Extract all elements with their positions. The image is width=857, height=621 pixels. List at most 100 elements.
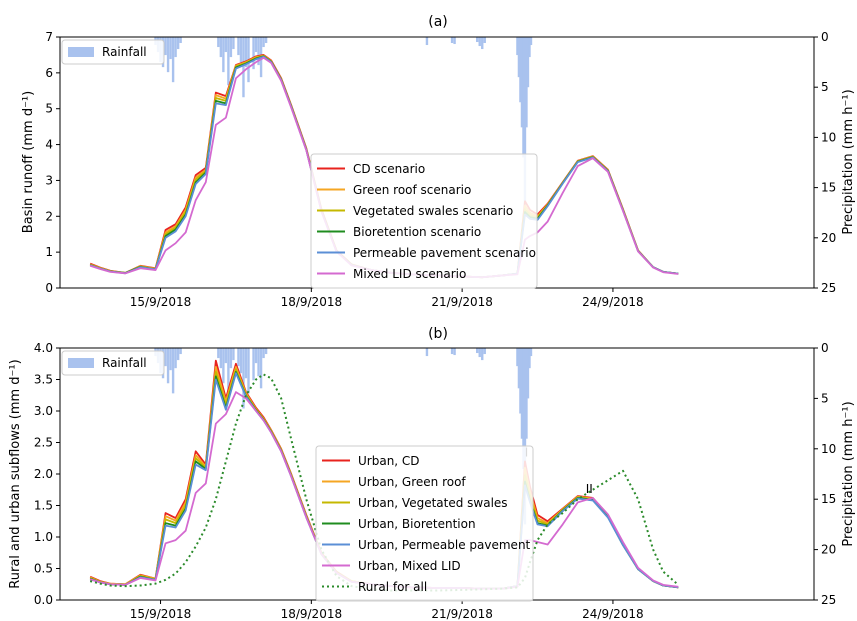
legend-label-1: Urban, CD (358, 454, 420, 468)
y-tick-label: 1 (45, 245, 53, 259)
legend-label-5: Urban, Permeable pavement (358, 538, 531, 552)
rainfall-bar (526, 348, 530, 399)
rainfall-bar (522, 37, 525, 158)
rain-legend-swatch (68, 47, 94, 57)
rainfall-bar (483, 348, 486, 355)
rainfall-bar (247, 348, 250, 394)
legend-label-5: Permeable pavement scenario (353, 246, 536, 260)
legend-label-2: Urban, Green roof (358, 475, 466, 489)
rainfall-bar (239, 37, 243, 63)
rainfall-bar (227, 37, 230, 86)
panel-b-legend: Urban, CD Urban, Green roof Urban, Vegetat… (315, 445, 534, 602)
rainfall-bar (483, 37, 486, 44)
rainfall-bar (176, 348, 180, 361)
rainfall-bar (262, 348, 265, 359)
panel-a-y2-axis-label: Precipitation (mm h⁻¹) (841, 89, 856, 234)
y2-tick-label: 5 (821, 391, 829, 405)
y-tick-label: 3 (45, 173, 53, 187)
rainfall-bar (476, 37, 479, 43)
rainfall-bar (179, 37, 182, 44)
rainfall-bar (219, 37, 223, 58)
rainfall-bar (252, 348, 255, 381)
rainfall-bar (525, 37, 528, 128)
y2-tick-label: 0 (821, 341, 829, 355)
rainfall-bar (264, 348, 268, 355)
legend-label-6: Urban, Mixed LID (358, 559, 461, 573)
panel-a-legend: CD scenario Green roof scenario Vegetated … (310, 153, 538, 289)
legend-box (310, 153, 538, 289)
rainfall-bar (237, 37, 240, 56)
rainfall-bar (242, 348, 245, 409)
rainfall-bar (481, 37, 484, 50)
rainfall-bar (520, 37, 524, 128)
rainfall-bar (224, 37, 228, 53)
legend-label-1: CD scenario (353, 162, 425, 176)
rainfall-bar (244, 348, 248, 379)
y-tick-label: 2 (45, 209, 53, 223)
x-tick-label: 18/9/2018 (281, 295, 343, 309)
rainfall-bar (179, 348, 182, 355)
y-tick-label: 0.5 (34, 562, 53, 576)
rain-legend-box (61, 39, 165, 65)
rainfall-bar (519, 37, 522, 103)
rainfall-bar (425, 37, 429, 46)
panel-a-y-axis-label: Basin runoff (mm d⁻¹) (21, 91, 36, 233)
y2-tick-label: 15 (821, 492, 836, 506)
y2-tick-label: 10 (821, 130, 836, 144)
rainfall-bar (174, 348, 177, 369)
rainfall-bar (257, 37, 260, 66)
rainfall-bar (174, 37, 177, 58)
panel-b-rain-legend: Rainfall (61, 350, 165, 376)
y-tick-label: 3.0 (34, 404, 53, 418)
y-tick-label: 2.0 (34, 467, 53, 481)
y2-tick-label: 25 (821, 593, 836, 607)
y2-tick-label: 10 (821, 442, 836, 456)
rainfall-bar (244, 37, 248, 68)
panel-b-annotation-layer: III (525, 445, 593, 496)
rainfall-bar (525, 348, 528, 439)
rainfall-bar (222, 37, 225, 73)
y2-tick-label: 20 (821, 543, 836, 557)
y-tick-label: 5 (45, 102, 53, 116)
rainfall-bar (453, 348, 456, 356)
rainfall-bar (227, 348, 230, 397)
rainfall-bar (519, 348, 522, 414)
legend-box (315, 445, 534, 602)
rainfall-bar (239, 348, 243, 374)
panel-b-label: (b) (428, 326, 448, 342)
y-tick-label: 1.0 (34, 530, 53, 544)
rainfall-bar (176, 37, 180, 50)
rainfall-bar (259, 348, 263, 389)
rainfall-bar (237, 348, 240, 367)
panel-a-rain-legend: Rainfall (61, 39, 165, 65)
rainfall-bar (169, 348, 172, 371)
panel-b-y2-axis-label: Precipitation (mm h⁻¹) (841, 401, 856, 546)
rainfall-bar (232, 348, 235, 361)
rainfall-bar (476, 348, 479, 354)
x-tick-label: 24/9/2018 (582, 295, 644, 309)
rainfall-bar (229, 37, 233, 58)
rainfall-bar (224, 348, 228, 364)
rainfall-bar (219, 348, 223, 369)
rainfall-bar (164, 348, 167, 367)
rainfall-bar (232, 37, 235, 50)
rainfall-bar (529, 348, 533, 357)
annotation-2: II (586, 482, 593, 496)
rain-legend-swatch (68, 358, 94, 368)
rainfall-bar (517, 348, 521, 389)
y-tick-label: 6 (45, 66, 53, 80)
rainfall-bar (171, 37, 175, 83)
rainfall-bar (257, 348, 260, 377)
panel-a-label: (a) (428, 14, 448, 30)
rainfall-bar (522, 348, 525, 469)
rainfall-bar (229, 348, 233, 369)
rain-legend-label: Rainfall (102, 356, 147, 370)
rainfall-bar (529, 37, 533, 46)
rainfall-bar (254, 348, 258, 364)
rainfall-bar (171, 348, 175, 394)
rainfall-bar (222, 348, 225, 384)
y-tick-label: 7 (45, 30, 53, 44)
x-tick-label: 18/9/2018 (281, 607, 343, 621)
y2-tick-label: 20 (821, 231, 836, 245)
